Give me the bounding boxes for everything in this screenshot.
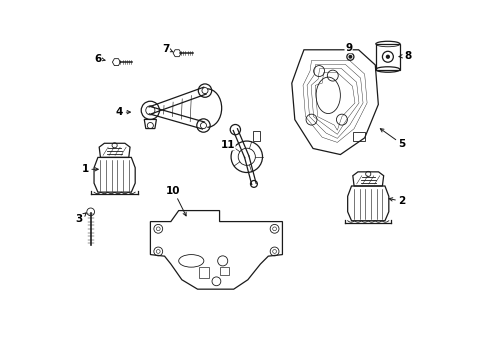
Text: 3: 3: [75, 213, 86, 224]
Text: 1: 1: [81, 164, 98, 174]
Text: 6: 6: [94, 54, 105, 64]
Text: 11: 11: [220, 140, 235, 150]
Text: 7: 7: [162, 44, 173, 54]
Text: 8: 8: [399, 51, 411, 61]
Text: 9: 9: [345, 43, 352, 53]
Text: 4: 4: [116, 107, 130, 117]
Circle shape: [87, 208, 95, 216]
Circle shape: [386, 55, 390, 59]
Circle shape: [348, 55, 352, 59]
Text: 2: 2: [389, 197, 406, 206]
Text: 5: 5: [380, 129, 406, 149]
Text: 10: 10: [166, 186, 186, 216]
